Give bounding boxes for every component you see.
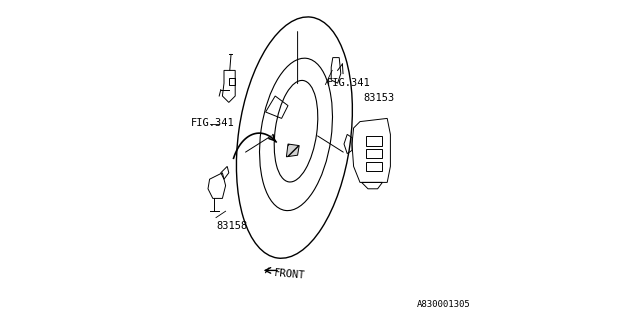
Text: 83153: 83153 xyxy=(364,93,394,103)
Text: 83158: 83158 xyxy=(216,221,247,231)
Polygon shape xyxy=(287,144,300,157)
Text: FRONT: FRONT xyxy=(274,268,306,280)
Text: A830001305: A830001305 xyxy=(417,300,470,309)
Text: FIG.341: FIG.341 xyxy=(326,78,370,88)
Text: FIG.341: FIG.341 xyxy=(191,118,234,128)
